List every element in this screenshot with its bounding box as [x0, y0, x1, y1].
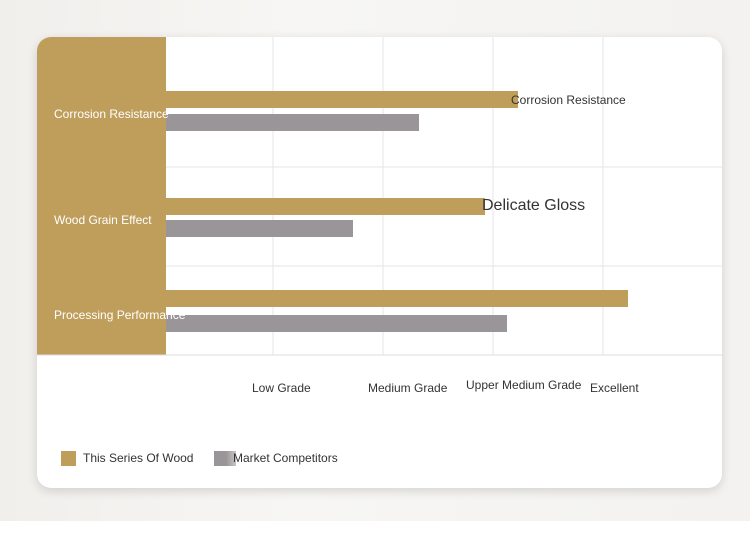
bar-market-competitors-3	[166, 315, 507, 332]
annotation-corrosion-resistance: Corrosion Resistance	[511, 93, 626, 107]
legend-label-this-series: This Series Of Wood	[83, 451, 194, 465]
bar-this-series-3	[166, 290, 628, 307]
tick-label-upper-medium-grade: Upper Medium Grade	[466, 378, 582, 392]
chart-card: Corrosion Resistance Wood Grain Effect P…	[37, 37, 722, 488]
legend-swatch-market-competitors	[214, 450, 236, 466]
tick-label-excellent: Excellent	[590, 381, 639, 395]
bar-market-competitors-2	[166, 220, 353, 237]
bar-this-series-1	[166, 91, 518, 108]
bar-market-competitors-1	[166, 114, 419, 131]
category-label-processing-performance: Processing Performance	[54, 308, 186, 322]
legend-label-market-competitors: Market Competitors	[233, 451, 338, 465]
category-label-panel	[37, 37, 166, 355]
legend-item-market-competitors: Market Competitors	[214, 450, 338, 466]
category-label-corrosion-resistance: Corrosion Resistance	[54, 107, 169, 121]
bar-this-series-2	[166, 198, 485, 215]
annotation-delicate-gloss: Delicate Gloss	[482, 197, 586, 214]
legend-swatch-this-series	[61, 450, 76, 466]
tick-label-low-grade: Low Grade	[252, 381, 311, 395]
legend-item-this-series: This Series Of Wood	[61, 450, 193, 466]
bottom-band	[0, 521, 750, 535]
tick-label-medium-grade: Medium Grade	[368, 381, 448, 395]
bar-chart-plot	[37, 37, 722, 356]
category-label-wood-grain-effect: Wood Grain Effect	[54, 213, 152, 227]
